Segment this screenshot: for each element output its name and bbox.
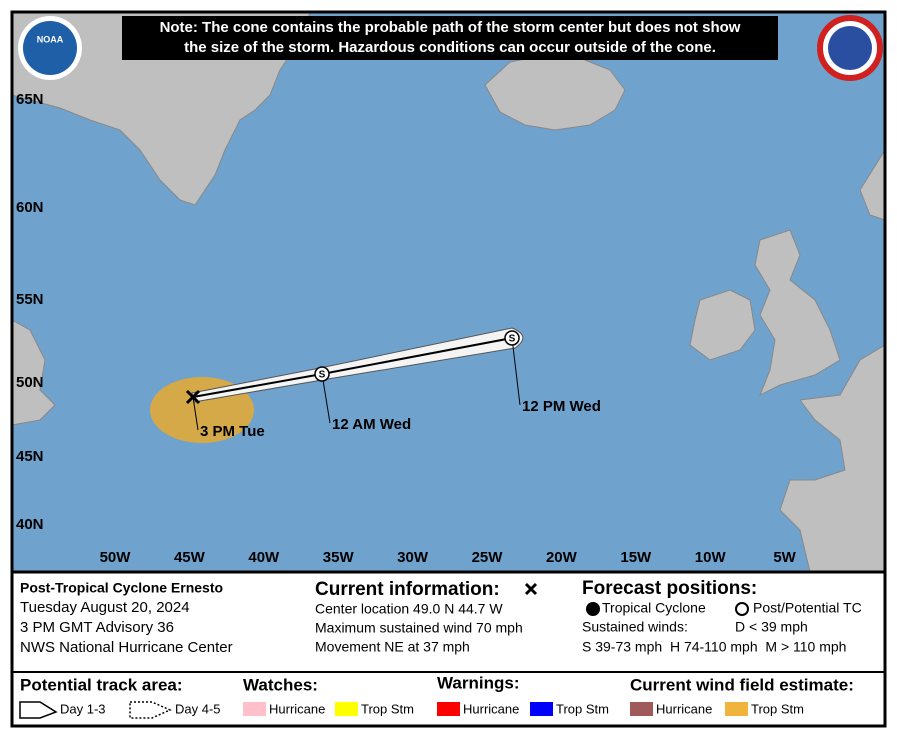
cone xyxy=(191,327,524,403)
lon-label: 25W xyxy=(472,549,504,566)
great-britain xyxy=(754,229,841,397)
forecast-symbol: S xyxy=(509,334,516,345)
forecast-depression: D < 39 mph xyxy=(735,619,808,635)
note-box xyxy=(122,16,778,60)
legend-label: Hurricane xyxy=(269,701,325,716)
day45-icon xyxy=(129,701,172,719)
legend-swatch xyxy=(437,702,460,716)
frame xyxy=(10,10,887,728)
lat-labels: 65N 60N 55N 50N 45N 40N xyxy=(16,91,44,533)
current-center: Center location 49.0 N 44.7 W xyxy=(315,601,503,617)
lat-label: 50N xyxy=(16,374,44,391)
legend-day45: Day 4-5 xyxy=(175,701,221,716)
lat-label: 55N xyxy=(16,291,44,308)
legend-title: Warnings: xyxy=(437,673,519,692)
legend-label: Trop Stm xyxy=(751,701,804,716)
legend-swatches: Hurricane Trop Stm Hurricane Trop Stm Hurric… xyxy=(243,701,804,716)
forecast-tc: Tropical Cyclone xyxy=(602,600,706,616)
lon-label: 45W xyxy=(174,549,206,566)
lat-label: 40N xyxy=(16,516,44,533)
lon-label: 10W xyxy=(695,549,727,566)
tc-icon xyxy=(586,602,600,616)
lon-labels: 50W 45W 40W 35W 30W 25W 20W 15W 10W 5W xyxy=(100,549,797,566)
continental-europe xyxy=(779,344,886,573)
forecast-point xyxy=(314,366,330,382)
leader xyxy=(192,396,199,431)
map: S S 3 PM Tue 12 AM Wed 12 PM Wed 65N 60N 5… xyxy=(11,11,886,573)
legend-day13: Day 1-3 xyxy=(60,701,106,716)
ireland xyxy=(689,289,756,361)
legend-label: Hurricane xyxy=(463,701,519,716)
greenland xyxy=(11,11,311,206)
legend-title: Current wind field estimate: xyxy=(630,675,854,694)
legend-swatch xyxy=(335,702,358,716)
lon-label: 40W xyxy=(248,549,280,566)
storm-office: NWS National Hurricane Center xyxy=(20,639,233,656)
forecast-ptc: Post/Potential TC xyxy=(753,600,862,616)
leader xyxy=(321,373,331,424)
ptc-icon xyxy=(735,602,749,616)
current-title: Current information: xyxy=(315,579,500,600)
noaa-logo-text: NOAA xyxy=(37,34,64,44)
legend-label: Trop Stm xyxy=(556,701,609,716)
lon-label: 20W xyxy=(546,549,578,566)
lat-label: 65N xyxy=(16,91,44,108)
noaa-logo xyxy=(23,21,77,75)
forecast-point xyxy=(504,330,520,346)
lon-label: 15W xyxy=(620,549,652,566)
current-movement: Movement NE at 37 mph xyxy=(315,639,470,655)
forecast-title: Forecast positions: xyxy=(582,578,757,599)
forecast-scale: S 39-73 mph H 74-110 mph M > 110 mph xyxy=(582,639,846,655)
legend-label: Hurricane xyxy=(656,701,712,716)
lat-label: 45N xyxy=(16,448,44,465)
current-wind: Maximum sustained wind 70 mph xyxy=(315,620,523,636)
lon-label: 5W xyxy=(773,549,796,566)
legend-label: Trop Stm xyxy=(361,701,414,716)
lon-label: 30W xyxy=(397,549,429,566)
leader xyxy=(511,337,521,406)
legend-title: Watches: xyxy=(243,675,318,694)
storm-advisory: 3 PM GMT Advisory 36 xyxy=(20,619,174,636)
day13-icon xyxy=(19,701,58,719)
legend-title: Potential track area: xyxy=(20,675,183,694)
lon-label: 35W xyxy=(323,549,355,566)
nws-logo xyxy=(828,26,872,70)
note: Note: The cone contains the probable pat… xyxy=(160,19,741,36)
track-label: 3 PM Tue xyxy=(200,423,265,440)
lon-label: 50W xyxy=(100,549,132,566)
legend-swatch xyxy=(630,702,653,716)
storm-date: Tuesday August 20, 2024 xyxy=(20,599,190,616)
legend-swatch xyxy=(243,702,266,716)
forecast-winds: Sustained winds: xyxy=(582,619,688,635)
storm-name: Post-Tropical Cyclone Ernesto xyxy=(20,580,223,596)
track-label: 12 PM Wed xyxy=(522,398,601,415)
legend-swatch xyxy=(530,702,553,716)
current-position xyxy=(185,389,201,405)
note: the size of the storm. Hazardous conditi… xyxy=(184,39,716,56)
current-icon xyxy=(524,582,538,596)
nws-logo xyxy=(817,15,883,81)
legend-swatch xyxy=(725,702,748,716)
forecast-symbol: S xyxy=(319,370,326,381)
newfoundland xyxy=(11,319,56,426)
track-label: 12 AM Wed xyxy=(332,416,411,433)
lat-label: 60N xyxy=(16,199,44,216)
